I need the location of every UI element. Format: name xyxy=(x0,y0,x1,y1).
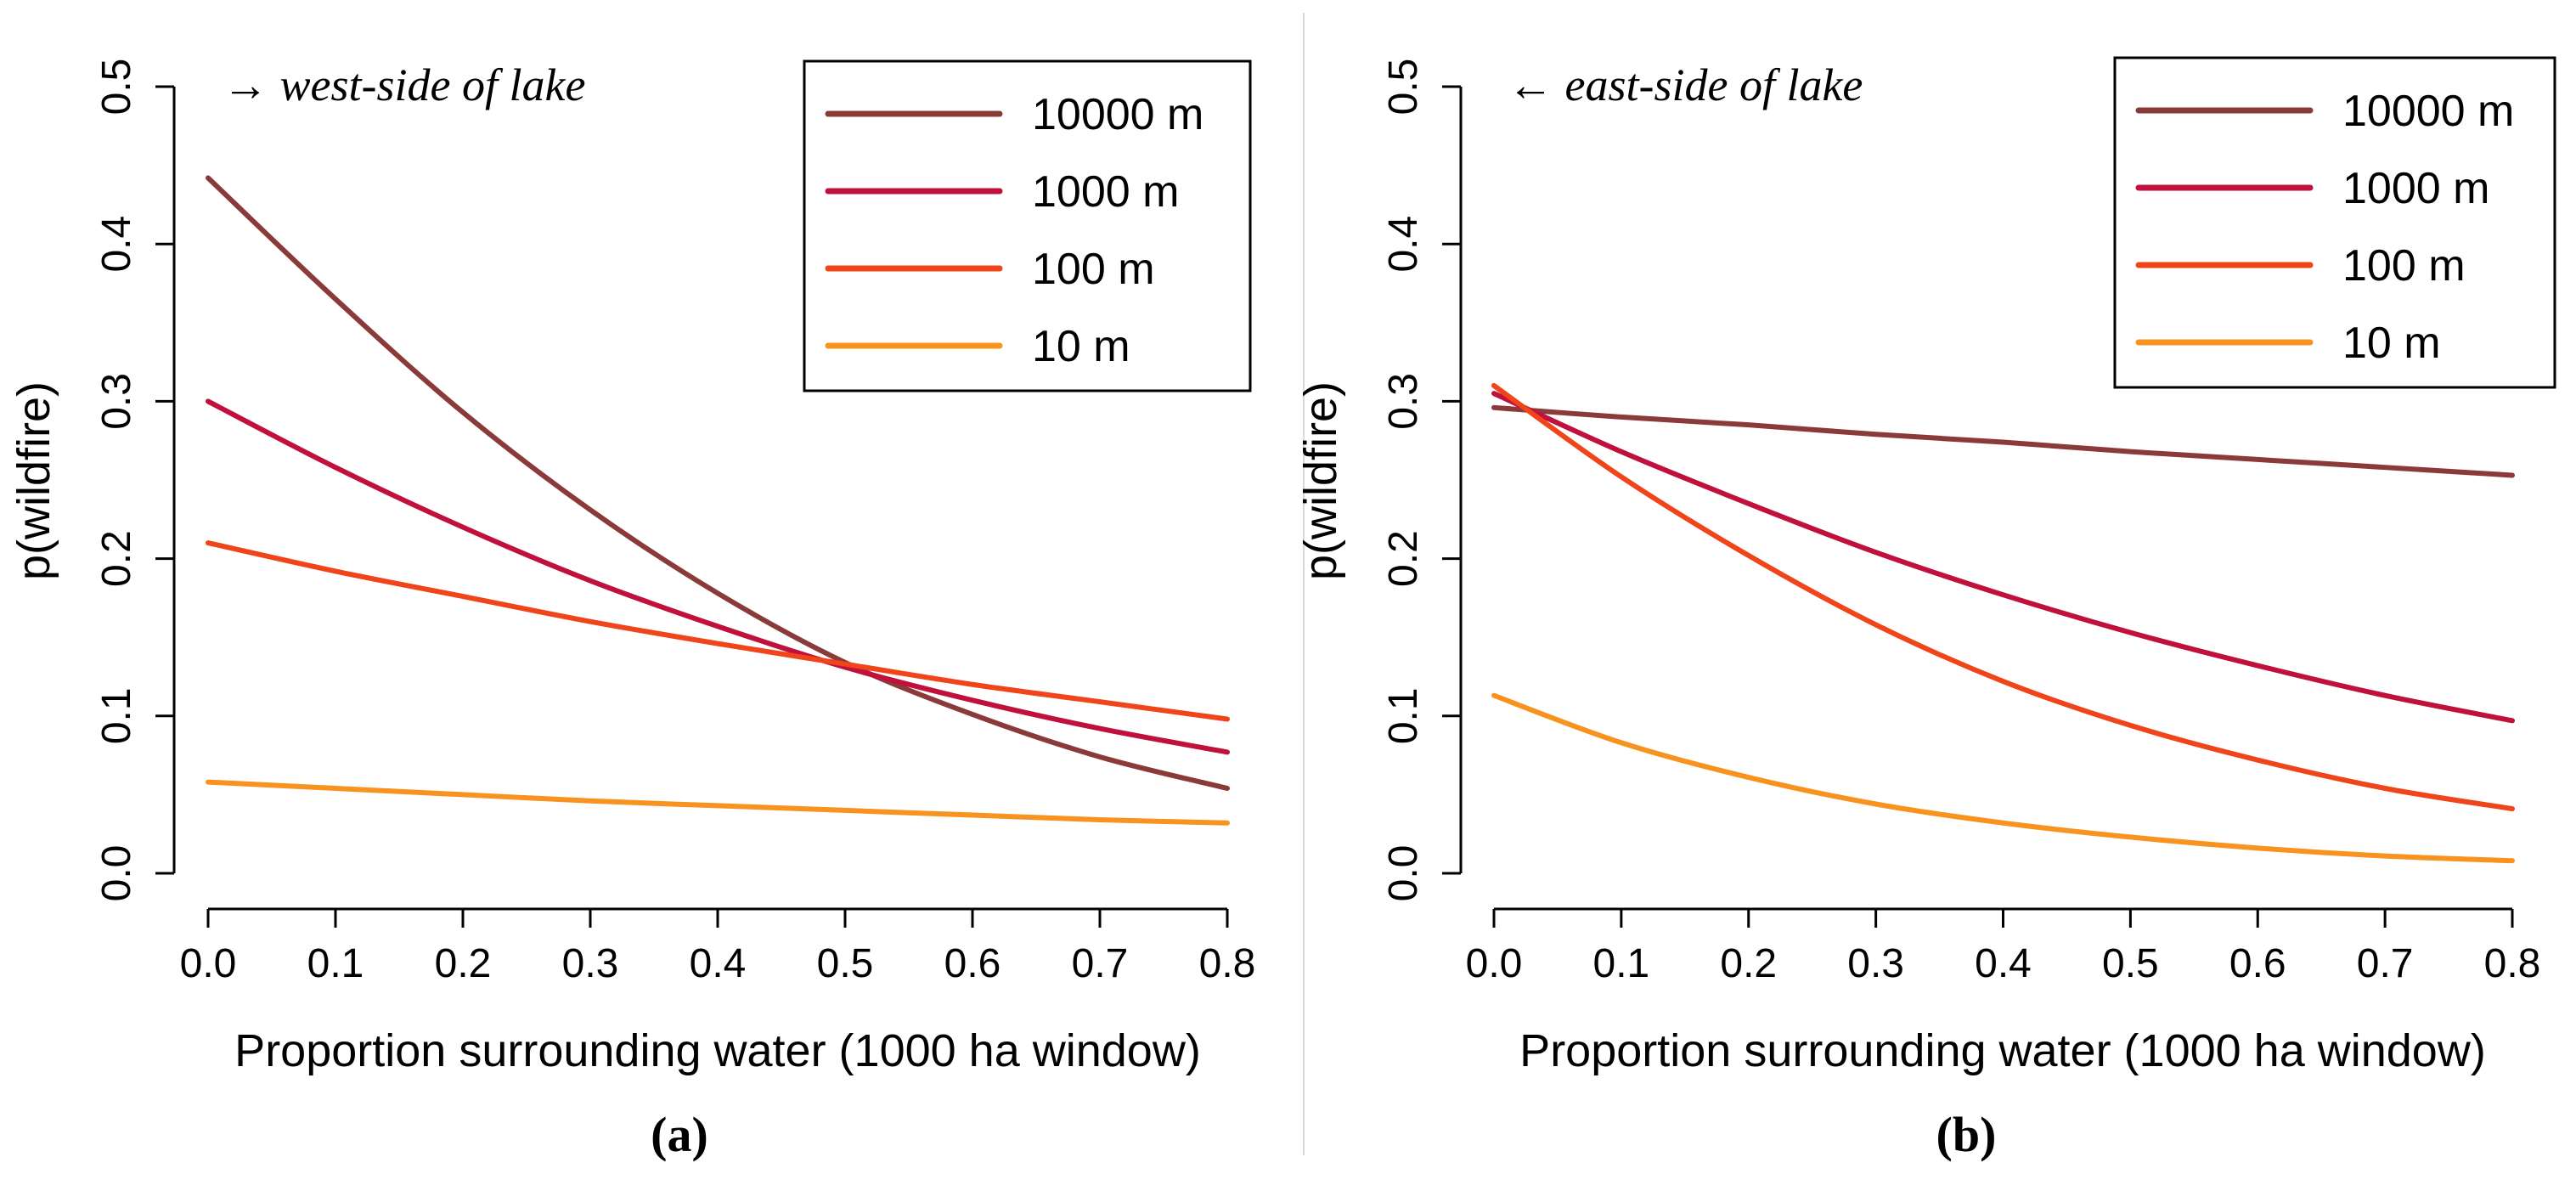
series-line-10m xyxy=(1491,692,2515,864)
x-tick-label: 0.3 xyxy=(562,941,619,986)
legend-label: 10 m xyxy=(1032,322,1130,371)
direction-annotation: → west-side of lake xyxy=(223,59,585,110)
chart-panel-a: 0.0 0.1 0.2 0.3 0.4 0.5 0.0 0.1 0.2 0.3 0.4 0.5 0.6 0… xyxy=(8,59,1255,1162)
legend-label: 100 m xyxy=(1032,245,1155,294)
legend-label: 100 m xyxy=(2342,241,2466,291)
legend-label: 10 m xyxy=(2342,319,2441,368)
y-tick-label: 0.5 xyxy=(1381,59,1426,116)
y-axis-label: p(wildfire) xyxy=(1295,381,1346,580)
series-line-1000m xyxy=(1491,391,2515,724)
series-line-1000m xyxy=(206,398,1230,755)
y-tick-label: 0.1 xyxy=(94,687,139,744)
x-tick-label: 0.7 xyxy=(1072,941,1129,986)
legend-label: 1000 m xyxy=(1032,167,1179,217)
chart-panel-b: 0.0 0.1 0.2 0.3 0.4 0.5 0.0 0.1 0.2 0.3 0.4 0.5 0.6 0… xyxy=(1295,56,2556,1162)
series-line-100m xyxy=(206,540,1230,722)
x-tick-label: 0.6 xyxy=(944,941,1001,986)
legend-label: 1000 m xyxy=(2342,164,2489,213)
x-tick-label: 0.6 xyxy=(2229,941,2286,986)
x-tick-label: 0.1 xyxy=(1593,941,1650,986)
y-tick-label: 0.1 xyxy=(1381,687,1426,744)
panel-label: (b) xyxy=(1936,1107,1997,1162)
x-tick-label: 0.7 xyxy=(2357,941,2414,986)
series-line-10000m xyxy=(1491,404,2515,478)
y-tick-label: 0.5 xyxy=(94,59,139,116)
x-tick-label: 0.1 xyxy=(307,941,364,986)
x-tick-label: 0.4 xyxy=(1975,941,2032,986)
legend-label: 10000 m xyxy=(1032,90,1203,139)
x-tick-label: 0.0 xyxy=(180,941,237,986)
x-tick-label: 0.0 xyxy=(1466,941,1523,986)
y-tick-label: 0.2 xyxy=(94,530,139,587)
x-tick-label: 0.3 xyxy=(1847,941,1904,986)
y-axis-label: p(wildfire) xyxy=(8,381,59,580)
x-tick-label: 0.4 xyxy=(690,941,747,986)
y-tick-label: 0.2 xyxy=(1381,530,1426,587)
legend-label: 10000 m xyxy=(2342,87,2514,136)
legend: 10000 m 1000 m 100 m 10 m xyxy=(803,59,1252,392)
x-tick-label: 0.8 xyxy=(1199,941,1256,986)
x-tick-label: 0.5 xyxy=(2102,941,2159,986)
legend: 10000 m 1000 m 100 m 10 m xyxy=(2113,56,2556,389)
series-line-10m xyxy=(206,779,1230,826)
x-tick-label: 0.2 xyxy=(435,941,492,986)
direction-annotation: ← east-side of lake xyxy=(1508,59,1863,110)
series-line-100m xyxy=(1491,382,2515,812)
x-tick-label: 0.2 xyxy=(1720,941,1777,986)
series-line-10000m xyxy=(206,175,1230,791)
x-tick-label: 0.5 xyxy=(817,941,874,986)
y-tick-label: 0.4 xyxy=(94,216,139,273)
y-tick-label: 0.3 xyxy=(94,373,139,430)
y-tick-label: 0.0 xyxy=(1381,845,1426,902)
x-axis-label: Proportion surrounding water (1000 ha wi… xyxy=(234,1025,1201,1076)
y-tick-label: 0.4 xyxy=(1381,216,1426,273)
x-axis-label: Proportion surrounding water (1000 ha wi… xyxy=(1519,1025,2486,1076)
y-tick-label: 0.0 xyxy=(94,845,139,902)
panel-label: (a) xyxy=(651,1107,708,1162)
x-tick-label: 0.8 xyxy=(2484,941,2541,986)
y-tick-label: 0.3 xyxy=(1381,373,1426,430)
